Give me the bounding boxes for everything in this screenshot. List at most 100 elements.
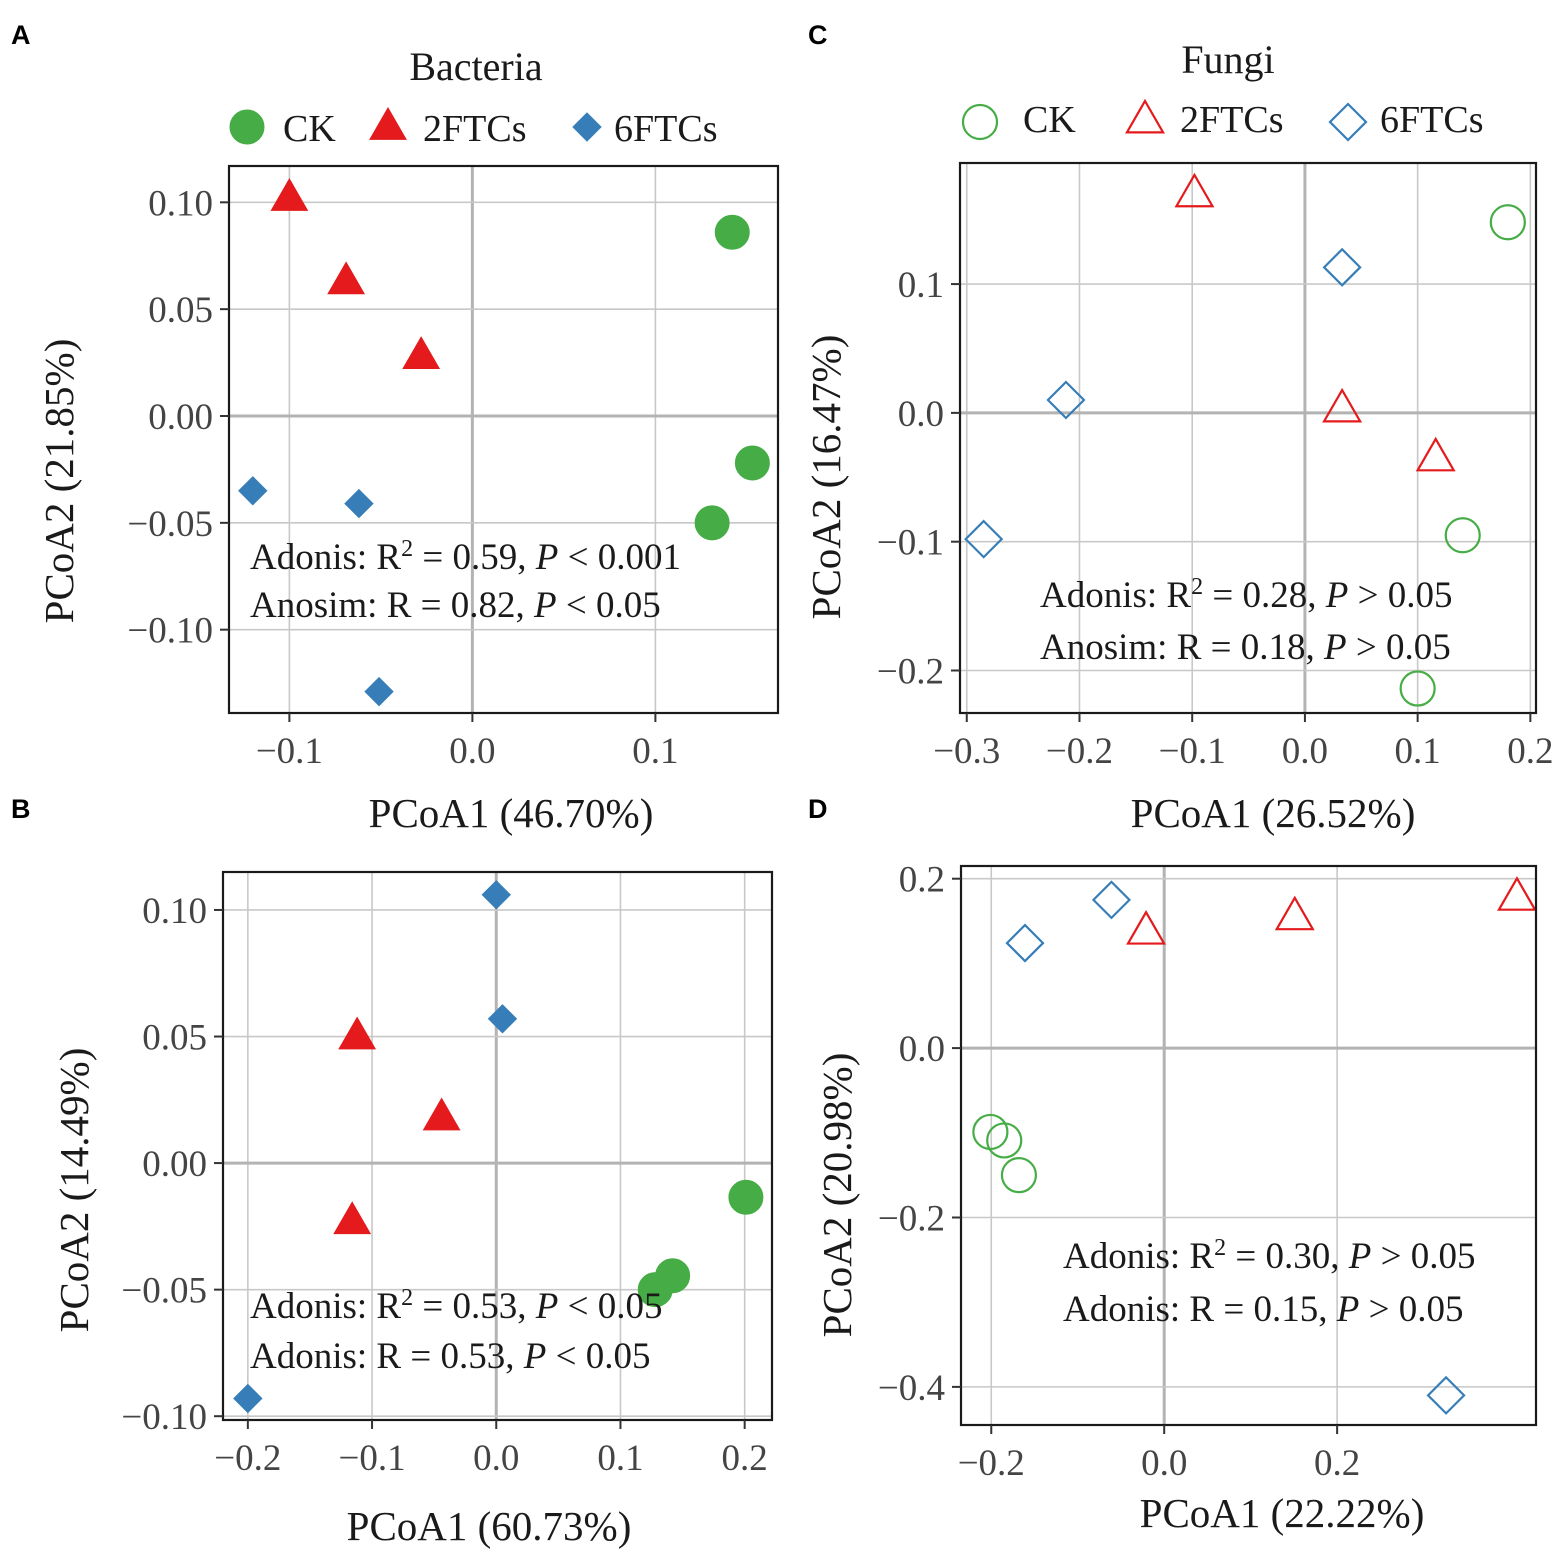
point-b-6ftcs-1 <box>481 880 511 910</box>
point-c-ck-2 <box>1444 517 1481 554</box>
grid-d <box>961 866 1536 1425</box>
legend-a-2ftcs-marker <box>369 106 407 140</box>
plot-area-d: −0.2 0.0 0.2 −0.4 −0.2 0.0 0.2 <box>878 860 1538 1484</box>
point-d-ck-2 <box>986 1122 1023 1159</box>
point-a-ck-2 <box>734 445 770 481</box>
point-a-6ftcs-3 <box>364 676 394 707</box>
y-tick-label-b-2: 0.00 <box>142 1144 207 1185</box>
y-tick-label-b-1: −0.05 <box>121 1271 207 1312</box>
legend-c-2ftcs-symbol <box>1125 98 1165 134</box>
legend-a-ck-label: CK <box>283 108 336 150</box>
plot-area-b: −0.2 −0.1 0.0 0.1 0.2 −0.10 −0.05 0.00 0.05 0.10 <box>121 870 774 1479</box>
y-tick-label-a-4: 0.10 <box>148 183 213 224</box>
y-tick-label-a-3: 0.05 <box>148 290 213 331</box>
x-axis-label-b: PCoA1 (60.73%) <box>347 1503 632 1549</box>
x-tick-label-a-2: 0.1 <box>632 731 678 772</box>
plot-area-c: −0.3 −0.2 −0.1 0.0 0.1 0.2 −0.2 −0.1 0.0 0.1 <box>877 161 1553 772</box>
y-tick-label-d-3: 0.2 <box>899 860 945 901</box>
point-d-2ftcs-1 <box>1126 910 1166 945</box>
grid-a <box>229 166 778 713</box>
panel-letter-b: B <box>11 794 31 824</box>
plot-background-c <box>960 163 1536 713</box>
point-c-2ftcs-2 <box>1322 387 1363 423</box>
legend-a-ck-marker <box>229 109 265 145</box>
panel-c-fungi-pcoa: C Fungi CK 2FTCs 6FTCs −0.3 −0.2 −0.1 0.0 0.… <box>803 20 1553 836</box>
data-points-d <box>972 876 1537 1415</box>
point-c-6ftcs-2 <box>1046 380 1086 420</box>
annotation-d-adonis-r2: Adonis: R2 = 0.30, P > 0.05 <box>1063 1235 1475 1277</box>
y-tick-label-b-4: 0.10 <box>142 891 207 932</box>
x-tick-label-a-0: −0.1 <box>256 731 323 772</box>
point-b-2ftcs-2 <box>422 1097 461 1131</box>
point-a-2ftcs-3 <box>402 336 441 370</box>
y-tick-label-a-2: 0.00 <box>148 397 213 438</box>
point-d-2ftcs-2 <box>1274 895 1315 931</box>
grid-c <box>960 163 1536 713</box>
point-a-6ftcs-2 <box>344 488 374 519</box>
point-b-6ftcs-2 <box>487 1004 518 1034</box>
axis-ticks-a: −0.1 0.0 0.1 −0.10 −0.05 0.00 0.05 0.10 <box>127 183 678 772</box>
point-a-6ftcs-1 <box>238 476 268 506</box>
point-c-2ftcs-3 <box>1415 436 1456 472</box>
x-tick-label-d-2: 0.2 <box>1314 1443 1360 1484</box>
plot-background-d <box>961 866 1536 1425</box>
point-d-6ftcs-3 <box>1426 1375 1466 1415</box>
point-a-ck-3 <box>694 505 730 541</box>
legend-a-ck-symbol <box>229 109 265 145</box>
plot-frame-b <box>221 870 774 1422</box>
point-b-2ftcs-1 <box>338 1016 377 1050</box>
x-tick-label-c-5: 0.2 <box>1507 731 1553 772</box>
point-d-ck-3 <box>1000 1157 1038 1194</box>
panel-d-fungi-pcoa: D −0.2 0.0 0.2 −0.4 −0.2 0.0 0.2 Adonis: R2 = … <box>808 794 1538 1536</box>
plot-frame-d <box>959 864 1538 1427</box>
panel-letter-c: C <box>808 20 828 50</box>
point-c-6ftcs-3 <box>964 519 1004 559</box>
point-a-2ftcs-2 <box>327 261 366 295</box>
x-tick-label-b-1: −0.1 <box>338 1438 405 1479</box>
y-axis-label-c: PCoA2 (16.47%) <box>803 335 849 620</box>
axis-ticks-d: −0.2 0.0 0.2 −0.4 −0.2 0.0 0.2 <box>878 860 1360 1484</box>
point-b-ck-3 <box>637 1272 673 1308</box>
x-tick-label-d-1: 0.0 <box>1141 1443 1187 1484</box>
point-b-6ftcs-3 <box>233 1383 263 1414</box>
chart-title-fungi: Fungi <box>1181 37 1274 82</box>
legend-c-2ftcs-label: 2FTCs <box>1180 99 1283 141</box>
y-tick-label-b-3: 0.05 <box>142 1018 207 1059</box>
x-tick-label-a-1: 0.0 <box>449 731 495 772</box>
y-tick-label-d-1: −0.2 <box>878 1198 945 1239</box>
legend-c-ck-symbol <box>961 103 999 141</box>
y-tick-label-c-2: 0.0 <box>898 394 944 435</box>
data-points-c <box>964 172 1526 707</box>
x-tick-label-c-1: −0.2 <box>1046 731 1113 772</box>
chart-title-bacteria: Bacteria <box>409 44 542 89</box>
plot-background-a <box>229 166 778 713</box>
legend-a-6ftcs-marker <box>572 112 602 142</box>
y-tick-label-d-2: 0.0 <box>899 1029 945 1070</box>
legend-c-2ftcs-marker <box>1125 98 1165 134</box>
legend-c: CK 2FTCs 6FTCs <box>961 98 1483 142</box>
point-c-6ftcs-1 <box>1322 247 1362 287</box>
x-tick-label-b-3: 0.1 <box>597 1438 643 1479</box>
y-axis-label-a: PCoA2 (21.85%) <box>36 339 82 624</box>
x-tick-label-b-0: −0.2 <box>214 1438 281 1479</box>
y-axis-label-d: PCoA2 (20.98%) <box>814 1053 860 1338</box>
annotation-c-anosim: Anosim: R = 0.18, P > 0.05 <box>1040 627 1451 668</box>
point-c-2ftcs-1 <box>1174 172 1215 208</box>
legend-a: CK 2FTCs 6FTCs <box>229 106 717 150</box>
y-tick-label-a-0: −0.10 <box>127 611 213 652</box>
legend-c-6ftcs-symbol <box>1328 102 1368 142</box>
plot-frame-c <box>958 161 1538 715</box>
panel-b-bacteria-pcoa: B −0.2 −0.1 0.0 0.1 0.2 −0.10 −0.05 0.00 0.05 0.1… <box>11 794 774 1549</box>
annotation-b-adonis-r: Adonis: R = 0.53, P < 0.05 <box>250 1336 650 1377</box>
point-d-6ftcs-1 <box>1091 880 1132 920</box>
data-points-a <box>238 178 770 707</box>
x-axis-label-a: PCoA1 (46.70%) <box>369 790 654 836</box>
point-d-2ftcs-3 <box>1497 876 1537 911</box>
axis-ticks-b: −0.2 −0.1 0.0 0.1 0.2 −0.10 −0.05 0.00 0.05 0.10 <box>121 891 767 1479</box>
annotation-d-adonis-r: Adonis: R = 0.15, P > 0.05 <box>1063 1289 1463 1330</box>
annotation-a-adonis: Adonis: R2 = 0.59, P < 0.001 <box>250 536 681 578</box>
data-points-b <box>233 880 764 1414</box>
panel-letter-a: A <box>11 20 31 50</box>
x-tick-label-b-2: 0.0 <box>473 1438 519 1479</box>
x-axis-label-d: PCoA1 (22.22%) <box>1140 1490 1425 1536</box>
